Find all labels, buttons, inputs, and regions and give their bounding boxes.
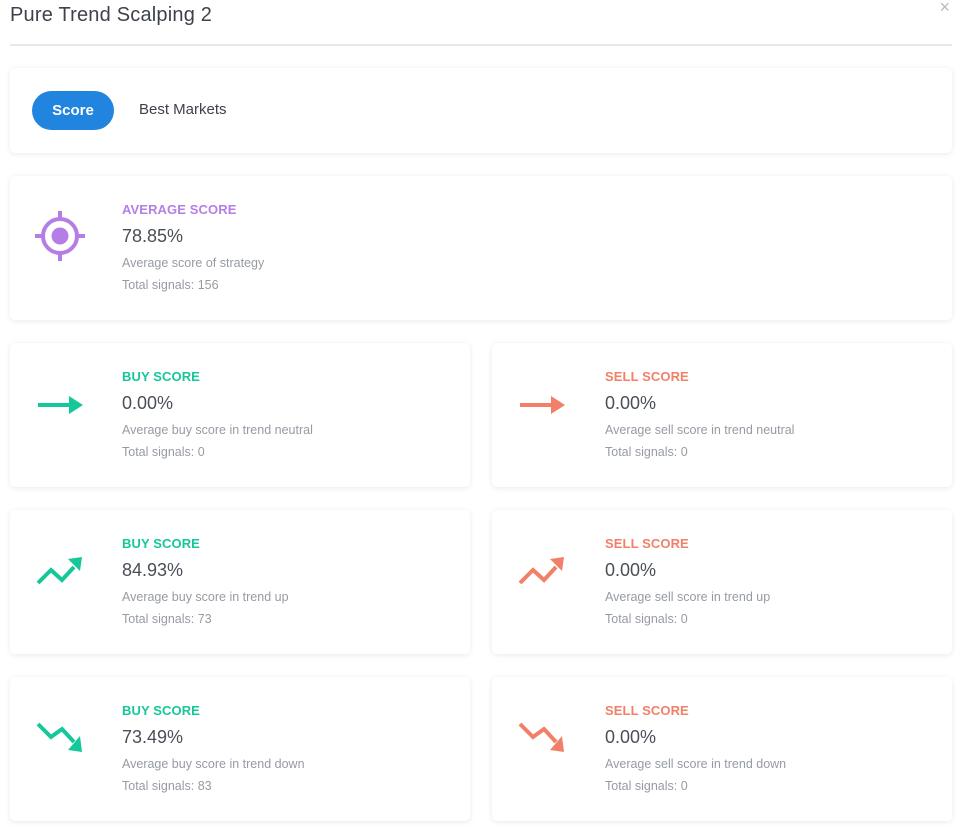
average-score-description: Average score of strategy — [122, 256, 265, 270]
buy-score-up-card: BUY SCORE 84.93% Average buy score in tr… — [10, 510, 470, 654]
trend-up-icon — [36, 557, 82, 585]
sell-score-label: SELL SCORE — [605, 536, 689, 551]
trend-up-icon — [518, 557, 564, 585]
sell-score-signals: Total signals: 0 — [605, 445, 688, 459]
tabs-bar: Score Best Markets — [10, 68, 952, 153]
buy-score-down-card: BUY SCORE 73.49% Average buy score in tr… — [10, 677, 470, 821]
sell-score-up-card: SELL SCORE 0.00% Average sell score in t… — [492, 510, 952, 654]
arrow-right-icon — [520, 396, 565, 414]
sell-score-description: Average sell score in trend up — [605, 590, 771, 604]
buy-score-label: BUY SCORE — [122, 369, 200, 384]
tab-best-markets[interactable]: Best Markets — [139, 101, 227, 118]
average-score-value: 78.85% — [122, 226, 184, 246]
trend-down-icon — [518, 722, 564, 752]
buy-score-neutral-text: BUY SCORE 0.00% Average buy score in tre… — [122, 369, 313, 459]
average-score-label: AVERAGE SCORE — [122, 202, 237, 217]
sell-score-up-text: SELL SCORE 0.00% Average sell score in t… — [605, 536, 770, 626]
arrow-right-icon — [38, 396, 83, 414]
buy-score-label: BUY SCORE — [122, 536, 200, 551]
sell-score-neutral-text: SELL SCORE 0.00% Average sell score in t… — [605, 369, 794, 459]
sell-score-value: 0.00% — [605, 560, 657, 580]
buy-score-signals: Total signals: 83 — [122, 779, 212, 793]
sell-score-label: SELL SCORE — [605, 703, 689, 718]
buy-score-neutral-card: BUY SCORE 0.00% Average buy score in tre… — [10, 343, 470, 487]
buy-score-signals: Total signals: 0 — [122, 445, 205, 459]
sell-score-down-card: SELL SCORE 0.00% Average sell score in t… — [492, 677, 952, 821]
close-icon[interactable]: × — [939, 0, 950, 17]
buy-score-description: Average buy score in trend up — [122, 590, 289, 604]
buy-score-value: 0.00% — [122, 393, 174, 413]
sell-score-signals: Total signals: 0 — [605, 779, 688, 793]
buy-score-signals: Total signals: 73 — [122, 612, 212, 626]
buy-score-label: BUY SCORE — [122, 703, 200, 718]
buy-score-up-text: BUY SCORE 84.93% Average buy score in tr… — [122, 536, 289, 626]
sell-score-label: SELL SCORE — [605, 369, 689, 384]
buy-score-value: 73.49% — [122, 727, 184, 747]
sell-score-neutral-card: SELL SCORE 0.00% Average sell score in t… — [492, 343, 952, 487]
average-score-signals: Total signals: 156 — [122, 278, 219, 292]
sell-score-down-text: SELL SCORE 0.00% Average sell score in t… — [605, 703, 786, 793]
trend-down-icon — [36, 722, 82, 752]
average-score-card: AVERAGE SCORE 78.85% Average score of st… — [10, 176, 952, 320]
sell-score-description: Average sell score in trend neutral — [605, 423, 795, 437]
sell-score-signals: Total signals: 0 — [605, 612, 688, 626]
sell-score-value: 0.00% — [605, 393, 657, 413]
buy-score-description: Average buy score in trend neutral — [122, 423, 313, 437]
modal-header: Pure Trend Scalping 2 — [10, 0, 952, 46]
average-score-text: AVERAGE SCORE 78.85% Average score of st… — [122, 202, 264, 292]
buy-score-description: Average buy score in trend down — [122, 757, 305, 771]
target-icon — [35, 211, 85, 261]
buy-score-value: 84.93% — [122, 560, 184, 580]
sell-score-value: 0.00% — [605, 727, 657, 747]
tab-score[interactable]: Score — [32, 91, 114, 130]
buy-score-down-text: BUY SCORE 73.49% Average buy score in tr… — [122, 703, 305, 793]
sell-score-description: Average sell score in trend down — [605, 757, 787, 771]
modal-title: Pure Trend Scalping 2 — [10, 4, 213, 26]
